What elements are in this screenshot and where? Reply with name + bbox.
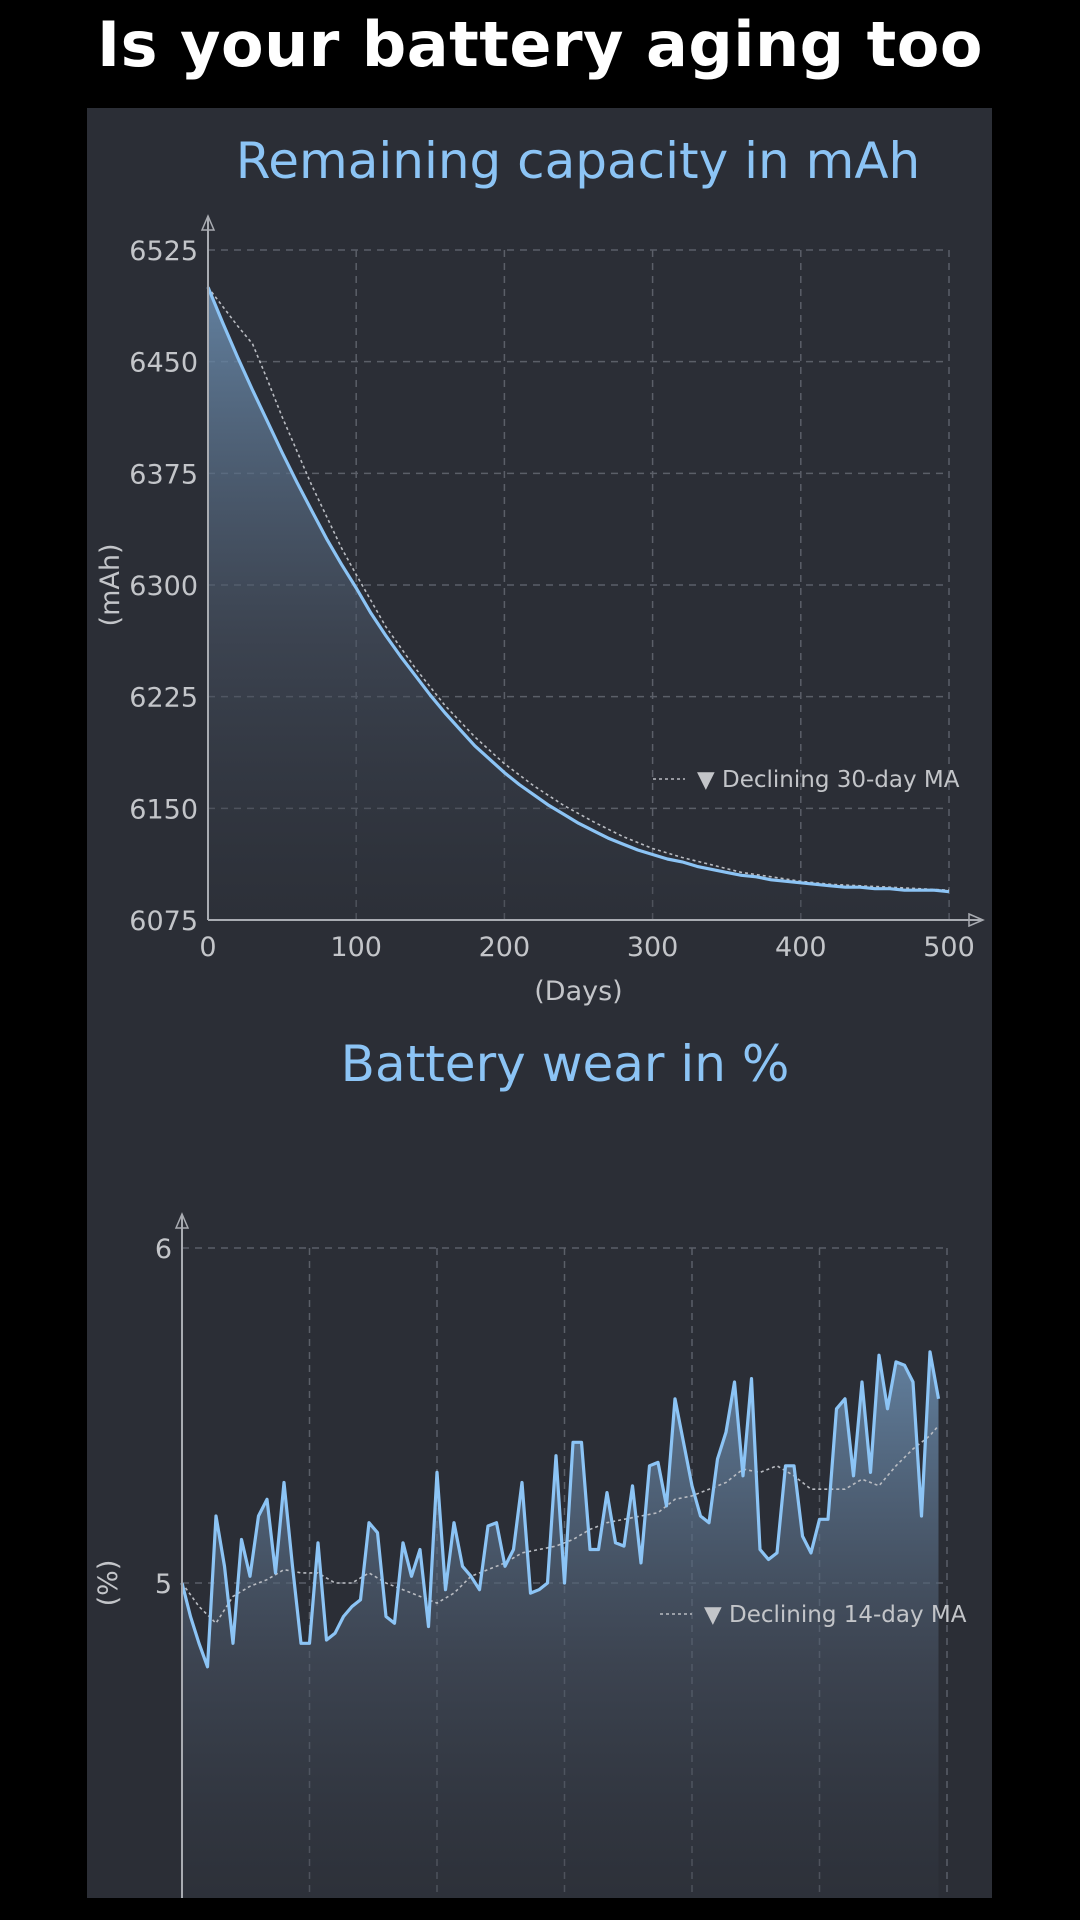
x-tick-label: 100 xyxy=(330,932,382,963)
legend-label: ▼ Declining 14-day MA xyxy=(704,1602,967,1628)
series-area xyxy=(208,287,949,920)
x-axis-label: (Days) xyxy=(534,976,622,1007)
y-tick-label: 6450 xyxy=(129,348,198,379)
x-tick-label: 400 xyxy=(775,932,827,963)
legend-label: ▼ Declining 30-day MA xyxy=(697,767,960,793)
wear-chart: Battery wear in %9075604530150456(Days a… xyxy=(93,1035,967,1898)
y-axis-arrow-icon xyxy=(174,1212,190,1229)
y-tick-label: 6525 xyxy=(129,236,198,267)
headline: Is your battery aging too fast? xyxy=(97,8,983,171)
moving-average-line xyxy=(181,1425,940,1625)
series-line xyxy=(180,1350,941,1669)
chart-panel: Remaining capacity in mAh 0 100 200 300 400 50… xyxy=(87,108,992,1898)
y-tick-label: 6150 xyxy=(129,794,198,825)
capacity-chart: Remaining capacity in mAh 0 100 200 300 400 50… xyxy=(95,132,985,1007)
x-tick-label: 0 xyxy=(199,932,216,963)
y-axis-label: (%) xyxy=(93,1560,124,1607)
series-area xyxy=(182,1351,939,1898)
y-tick-label: 6375 xyxy=(129,459,198,490)
y-tick-label: 6300 xyxy=(129,571,198,602)
y-axis-arrow-icon xyxy=(200,214,216,231)
x-axis-arrow-icon xyxy=(968,912,985,928)
x-tick-label: 500 xyxy=(923,932,975,963)
y-axis-label: (mAh) xyxy=(95,544,126,627)
y-tick-label: 6075 xyxy=(129,906,198,937)
x-tick-label: 200 xyxy=(479,932,531,963)
series-line xyxy=(206,286,950,894)
x-tick-label: 300 xyxy=(627,932,679,963)
y-tick-label: 6 xyxy=(155,1234,172,1265)
y-tick-label: 6225 xyxy=(129,683,198,714)
chart-title: Remaining capacity in mAh xyxy=(236,132,920,190)
y-tick-label: 5 xyxy=(155,1569,172,1600)
chart-title: Battery wear in % xyxy=(341,1035,790,1093)
